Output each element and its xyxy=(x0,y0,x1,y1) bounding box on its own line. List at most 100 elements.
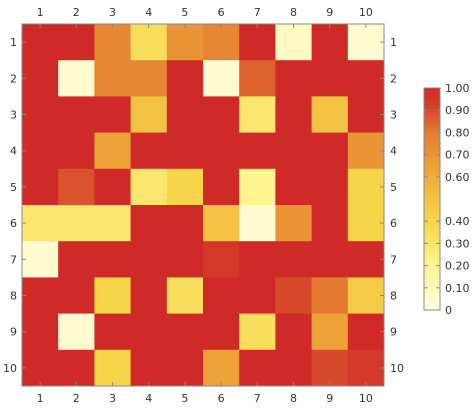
x-tick-label-top: 4 xyxy=(145,6,152,19)
heatmap-cell-r3-c5 xyxy=(166,96,204,134)
x-tick-label-bottom: 2 xyxy=(73,392,80,405)
heatmap-cell-r9-c1 xyxy=(22,313,59,351)
heatmap-cell-r1-c5 xyxy=(166,24,204,61)
y-tick-label-right: 3 xyxy=(390,109,397,122)
heatmap-cell-r1-c4 xyxy=(130,24,168,61)
heatmap-cell-r6-c9 xyxy=(311,205,349,242)
heatmap-cell-r5-c9 xyxy=(311,168,349,206)
axis-ticks: 1 1 2 2 3 3 4 4 5 5 6 6 7 7 8 8 9 9 10 10 1 1 2 2 3 3 4 4 5 5 6 6 7 7 8 8 9 9… xyxy=(3,6,404,405)
heatmap-cell-r8-c2 xyxy=(58,277,95,315)
heatmap-cell-r6-c1 xyxy=(22,205,59,242)
heatmap-cell-r1-c7 xyxy=(239,24,276,61)
colorbar-gradient xyxy=(423,87,441,311)
x-tick-label-top: 10 xyxy=(359,6,373,19)
heatmap-cell-r2-c4 xyxy=(130,60,168,97)
heatmap-cell-r9-c5 xyxy=(166,313,204,351)
colorbar-tick-label: 0.20 xyxy=(445,260,470,273)
heatmap-cell-r3-c6 xyxy=(203,96,240,134)
x-tick-label-top: 3 xyxy=(109,6,116,19)
colorbar: 0 0.10 0.20 0.30 0.40 0.60 0.70 0.80 0.90 1.00 xyxy=(423,82,470,317)
heatmap-cell-r7-c8 xyxy=(275,241,313,278)
heatmap-cell-r5-c2 xyxy=(58,168,95,206)
x-tick-label-bottom: 5 xyxy=(181,392,188,405)
heatmap-cell-r5-c4 xyxy=(130,168,168,206)
heatmap-cell-r5-c3 xyxy=(94,168,132,206)
heatmap-cell-r2-c7 xyxy=(239,60,276,97)
heatmap-cell-r8-c7 xyxy=(239,277,276,315)
plot-frame xyxy=(21,23,385,387)
colorbar-tick-label: 0.10 xyxy=(445,282,470,295)
heatmap-cell-r1-c2 xyxy=(58,24,95,61)
x-tick-label-top: 7 xyxy=(254,6,261,19)
heatmap-cell-r8-c1 xyxy=(22,277,59,315)
y-tick-label-right: 6 xyxy=(390,217,397,230)
y-tick-label-right: 10 xyxy=(390,362,404,375)
heatmap-cell-r10-c5 xyxy=(166,349,204,387)
y-tick-label-right: 8 xyxy=(390,290,397,303)
heatmap-cell-r1-c8 xyxy=(275,24,313,61)
heatmap-cell-r7-c10 xyxy=(347,241,385,278)
x-tick-label-bottom: 6 xyxy=(218,392,225,405)
heatmap-cell-r10-c4 xyxy=(130,349,168,387)
heatmap-cell-r10-c3 xyxy=(94,349,132,387)
y-tick-label-left: 8 xyxy=(10,290,17,303)
x-tick-label-bottom: 10 xyxy=(359,392,373,405)
x-tick-label-top: 5 xyxy=(181,6,188,19)
heatmap-cell-r3-c2 xyxy=(58,96,95,134)
heatmap-cell-r1-c3 xyxy=(94,24,132,61)
heatmap-cell-r8-c4 xyxy=(130,277,168,315)
heatmap-cell-r9-c2 xyxy=(58,313,95,351)
x-tick-label-bottom: 9 xyxy=(326,392,333,405)
heatmap-cells xyxy=(22,24,385,387)
heatmap-cell-r7-c4 xyxy=(130,241,168,278)
heatmap-cell-r2-c3 xyxy=(94,60,132,97)
heatmap-cell-r6-c8 xyxy=(275,205,313,242)
heatmap-cell-r5-c8 xyxy=(275,168,313,206)
heatmap-cell-r2-c10 xyxy=(347,60,385,97)
heatmap-cell-r10-c7 xyxy=(239,349,276,387)
colorbar-tick-label: 0.80 xyxy=(445,126,470,139)
y-tick-label-left: 7 xyxy=(10,253,17,266)
x-tick-label-top: 2 xyxy=(73,6,80,19)
x-tick-label-bottom: 8 xyxy=(290,392,297,405)
x-tick-label-top: 9 xyxy=(326,6,333,19)
y-tick-label-left: 3 xyxy=(10,109,17,122)
colorbar-tick-label: 0.40 xyxy=(445,215,470,228)
colorbar-tick-label: 1.00 xyxy=(445,82,470,95)
heatmap-cell-r9-c8 xyxy=(275,313,313,351)
heatmap-cell-r4-c4 xyxy=(130,132,168,170)
heatmap-cell-r6-c2 xyxy=(58,205,95,242)
heatmap-cell-r6-c5 xyxy=(166,205,204,242)
heatmap-cell-r4-c5 xyxy=(166,132,204,170)
heatmap-cell-r6-c6 xyxy=(203,205,240,242)
y-tick-label-right: 1 xyxy=(390,36,397,49)
heatmap-cell-r10-c6 xyxy=(203,349,240,387)
heatmap-cell-r9-c7 xyxy=(239,313,276,351)
heatmap-cell-r4-c9 xyxy=(311,132,349,170)
x-tick-label-top: 8 xyxy=(290,6,297,19)
colorbar-tick-label: 0.30 xyxy=(445,237,470,250)
heatmap-cell-r10-c1 xyxy=(22,349,59,387)
heatmap-cell-r1-c1 xyxy=(22,24,59,61)
colorbar-ticks: 0 0.10 0.20 0.30 0.40 0.60 0.70 0.80 0.90 1.00 xyxy=(424,82,470,317)
x-tick-label-top: 1 xyxy=(37,6,44,19)
heatmap-cell-r8-c9 xyxy=(311,277,349,315)
heatmap-cell-r3-c7 xyxy=(239,96,276,134)
y-tick-label-left: 5 xyxy=(10,181,17,194)
heatmap-cell-r8-c8 xyxy=(275,277,313,315)
y-tick-label-left: 2 xyxy=(10,72,17,85)
heatmap-cell-r9-c9 xyxy=(311,313,349,351)
heatmap-cell-r3-c3 xyxy=(94,96,132,134)
heatmap-cell-r4-c1 xyxy=(22,132,59,170)
heatmap-cell-r5-c7 xyxy=(239,168,276,206)
heatmap-cell-r10-c8 xyxy=(275,349,313,387)
heatmap-cell-r5-c10 xyxy=(347,168,385,206)
heatmap-cell-r5-c5 xyxy=(166,168,204,206)
heatmap-cell-r6-c4 xyxy=(130,205,168,242)
heatmap-cell-r1-c6 xyxy=(203,24,240,61)
y-tick-label-left: 4 xyxy=(10,145,17,158)
heatmap-cell-r4-c2 xyxy=(58,132,95,170)
heatmap-cell-r1-c9 xyxy=(311,24,349,61)
heatmap-cell-r1-c10 xyxy=(347,24,385,61)
heatmap-cell-r7-c2 xyxy=(58,241,95,278)
